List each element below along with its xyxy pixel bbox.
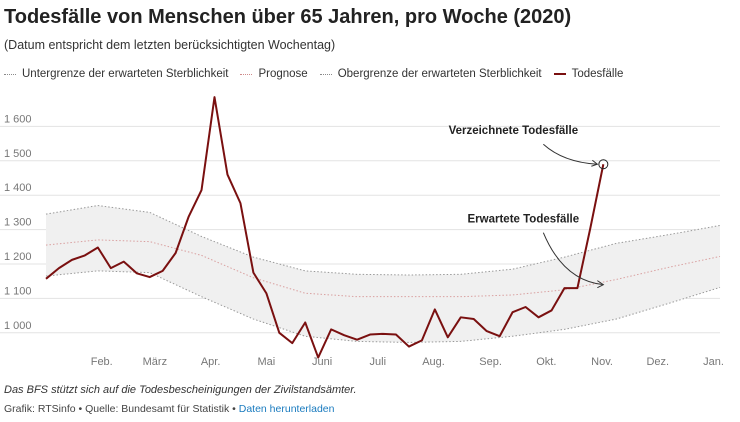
x-tick-label: Mai — [257, 356, 275, 368]
annotation-arrowhead-recorded — [591, 159, 599, 167]
legend-item-forecast[interactable]: Prognose — [240, 68, 308, 80]
annotation-arrowhead-expected — [597, 280, 605, 289]
series-line-lower-bound — [45, 270, 721, 343]
legend-label-deaths: Todesfälle — [571, 68, 624, 80]
x-tick-label: Juni — [312, 356, 332, 368]
y-tick-label: 1 200 — [4, 251, 32, 263]
last-point-marker — [598, 159, 609, 170]
x-tick-label: März — [143, 356, 167, 368]
series-lines — [45, 96, 721, 359]
legend-label-forecast: Prognose — [258, 68, 308, 80]
x-tick-label: Nov. — [591, 356, 613, 368]
y-tick-label: 1 000 — [4, 320, 32, 332]
legend-swatch-upper-bound — [319, 73, 332, 75]
legend-swatch-lower-bound — [4, 73, 16, 75]
x-tick-label: Jan. — [703, 356, 724, 368]
legend-swatch-forecast — [240, 73, 253, 75]
series-line-forecast — [45, 239, 721, 298]
legend-swatch-deaths — [553, 73, 566, 75]
legend-item-deaths[interactable]: Todesfälle — [553, 68, 624, 80]
annotation-arrow-expected — [542, 232, 604, 286]
annotation-expected-deaths: Erwartete Todesfälle — [468, 214, 580, 226]
credit-text: Grafik: RTSinfo • Quelle: Bundesamt für … — [4, 403, 239, 415]
y-tick-label: 1 400 — [4, 182, 32, 194]
download-link[interactable]: Daten herunterladen — [238, 403, 335, 415]
x-tick-label: Sep. — [479, 356, 502, 368]
x-tick-label: Aug. — [422, 356, 445, 368]
legend: Untergrenze der erwarteten Sterblichkeit… — [4, 66, 635, 82]
x-tick-label: Apr. — [201, 356, 221, 368]
y-tick-label: 1 500 — [4, 148, 32, 160]
chart-title: Todesfälle von Menschen über 65 Jahren, … — [4, 6, 572, 28]
legend-label-upper-bound: Obergrenze der erwarteten Sterblichkeit — [337, 68, 542, 80]
annotation-arrow-recorded — [543, 143, 598, 165]
legend-item-lower-bound[interactable]: Untergrenze der erwarteten Sterblichkeit — [4, 68, 228, 80]
chart-subtitle: (Datum entspricht dem letzten berücksich… — [4, 38, 336, 52]
chart-plot: Verzeichnete Todesfälle Erwartete Todesfä… — [0, 96, 724, 368]
x-tick-label: Okt. — [536, 356, 556, 368]
y-tick-label: 1 300 — [4, 217, 32, 229]
x-tick-label: Dez. — [646, 356, 669, 368]
credits: Grafik: RTSinfo • Quelle: Bundesamt für … — [4, 403, 335, 415]
x-tick-labels: Feb. März Apr. Mai Juni Juli Aug. Sep. Okt. Nov. D… — [91, 356, 724, 368]
legend-item-upper-bound[interactable]: Obergrenze der erwarteten Sterblichkeit — [319, 68, 542, 80]
y-tick-label: 1 600 — [4, 113, 32, 125]
series-line-deaths — [45, 96, 605, 359]
annotation-recorded-deaths: Verzeichnete Todesfälle — [449, 125, 579, 137]
x-tick-label: Feb. — [91, 356, 113, 368]
expected-band — [46, 205, 720, 343]
x-tick-label: Juli — [370, 356, 387, 368]
legend-label-lower-bound: Untergrenze der erwarteten Sterblichkeit — [22, 68, 229, 80]
y-tick-labels: 1 000 1 100 1 200 1 300 1 400 1 500 1 600 — [4, 113, 32, 331]
source-note: Das BFS stützt sich auf die Todesbeschei… — [4, 384, 357, 396]
y-tick-label: 1 100 — [4, 285, 32, 297]
annotations: Verzeichnete Todesfälle Erwartete Todesfä… — [449, 125, 605, 289]
expected-range-band — [46, 205, 720, 343]
